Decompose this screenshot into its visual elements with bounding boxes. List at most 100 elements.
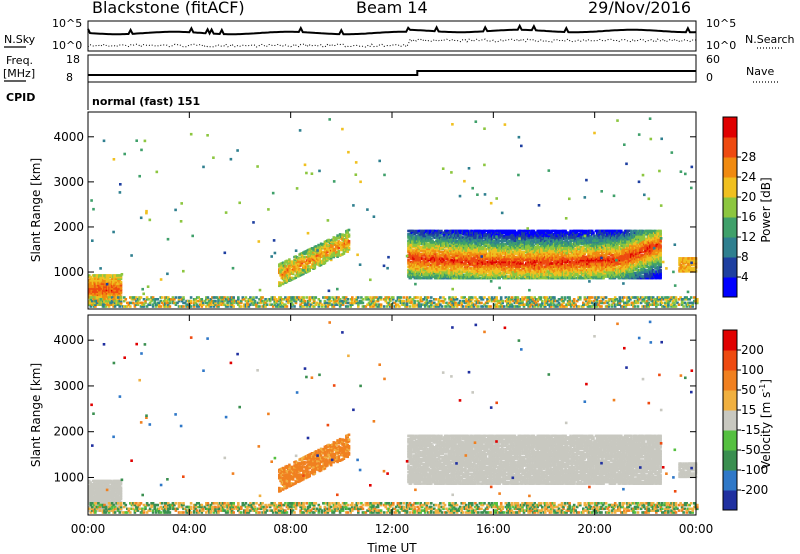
power-cell-3224 [490,262,494,265]
power-cell-4726 [528,242,532,246]
power-cell-4106 [513,276,517,280]
power-cell-5642 [551,229,555,233]
power-cell-3984 [509,246,513,249]
power-cell-7506 [599,244,603,247]
power-cell-1784 [452,250,456,254]
power-cell-2492 [470,229,474,233]
power-cell-3012 [484,239,488,243]
power-cell-4118 [513,265,517,268]
power-cell-6862 [583,252,586,256]
power-cell-6122 [564,260,567,264]
power-cell-4958 [535,246,538,249]
power-cell-6372 [570,254,574,257]
power-cell-5612 [551,257,555,260]
power-cell-4014 [511,267,514,270]
power-cell-846 [428,270,432,273]
power-cell-1880 [455,250,458,254]
power-cell-752 [426,260,429,264]
power-cell-3604 [499,242,503,246]
power-cell-7180 [590,229,594,233]
power-cell-440 [418,275,422,278]
power-cell-2542 [473,268,476,272]
power-cell-7216 [592,244,595,247]
power-cell-1890 [455,242,458,246]
power-cell-508 [419,255,423,259]
power-cell-6588 [575,231,579,234]
power-cell-1056 [433,250,437,254]
power-cell-3322 [493,270,496,273]
power-cell-1400 [442,241,446,244]
power-cell-1070 [433,236,437,239]
power-cell-5040 [537,268,541,272]
power-cell-7830 [608,270,612,273]
power-cell-3990 [509,239,513,243]
power-cell-7202 [592,258,595,262]
power-cell-1436 [443,252,447,256]
power-cell-430 [417,236,420,239]
power-cell-3890 [507,241,510,244]
power-cell-5484 [547,229,551,233]
power-cell-4874 [532,237,536,241]
power-cell-3242 [490,246,494,249]
power-cell-4850 [532,263,536,267]
power-cell-4128 [513,257,517,260]
power-cell-3172 [489,265,493,268]
power-cell-4230 [516,249,519,252]
power-cell-7224 [592,236,595,239]
power-cell-7794 [607,255,610,259]
power-cell-1180 [436,231,439,234]
power-cell-6474 [573,252,576,256]
power-cell-260 [413,246,417,249]
power-cell-9156 [641,250,645,254]
power-cell-4888 [533,273,537,277]
power-cell-3870 [507,258,510,262]
power-cell-5626 [551,244,555,247]
power-cell-8034 [613,267,617,270]
power-cell-5634 [551,237,555,241]
power-cell-6392 [570,233,574,236]
power-cell-4676 [527,237,531,241]
power-cell-7206 [592,255,595,259]
power-cell-4500 [523,271,527,275]
power-cell-1028 [433,276,437,280]
power-cell-7132 [589,236,593,239]
power-cell-8730 [630,229,633,233]
power-cell-4868 [532,244,536,247]
power-cell-5326 [544,236,547,239]
power-cell-1812 [454,271,457,275]
power-cell-2502 [471,263,475,267]
power-cell-326 [414,234,418,238]
power-cell-3656 [500,234,504,238]
power-cell-7098 [589,265,593,268]
power-cell-1964 [457,268,461,272]
cpid-label: CPID [6,91,35,104]
power-cell-7938 [611,262,614,265]
power-cell-6466 [573,260,576,264]
freq-tick-right-1: 60 [706,53,720,66]
power-cell-3162 [489,273,493,277]
power-cell-3228 [490,257,494,260]
power-cell-2458 [470,262,474,265]
power-cell-6160 [565,275,569,278]
power-cell-5992 [560,239,564,243]
power-cell-1982 [457,250,461,254]
power-cell-7094 [589,268,593,272]
power-cell-6966 [585,242,589,246]
noise-panel-frame [87,20,697,52]
power-cell-1130 [436,275,439,278]
power-cell-3144 [488,244,491,247]
power-cell-1782 [452,252,456,256]
power-cell-2912 [481,239,485,243]
power-cell-7986 [612,262,615,265]
power-cell-428 [417,237,420,241]
power-cell-3328 [493,265,496,268]
power-cell-3234 [490,252,494,256]
power-cell-5592 [551,276,555,280]
power-cell-7836 [608,263,612,267]
power-cell-6352 [570,270,574,273]
power-cell-3952 [509,271,513,275]
power-cell-1054 [433,252,437,256]
power-cell-1336 [441,263,444,267]
power-cell-4838 [532,275,536,278]
power-cell-7266 [593,241,596,244]
